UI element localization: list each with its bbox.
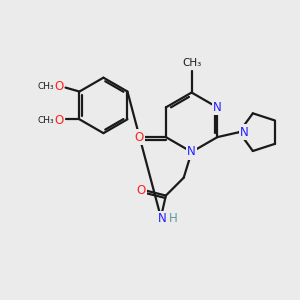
Text: O: O — [136, 184, 146, 197]
Text: N: N — [158, 212, 166, 225]
Text: O: O — [54, 80, 63, 93]
Text: CH₃: CH₃ — [38, 82, 54, 91]
Text: O: O — [134, 130, 144, 144]
Text: N: N — [240, 126, 248, 139]
Text: O: O — [54, 114, 63, 127]
Text: N: N — [187, 146, 196, 158]
Text: N: N — [213, 101, 222, 114]
Text: H: H — [168, 212, 177, 225]
Text: CH₃: CH₃ — [182, 58, 201, 68]
Text: CH₃: CH₃ — [38, 116, 54, 125]
